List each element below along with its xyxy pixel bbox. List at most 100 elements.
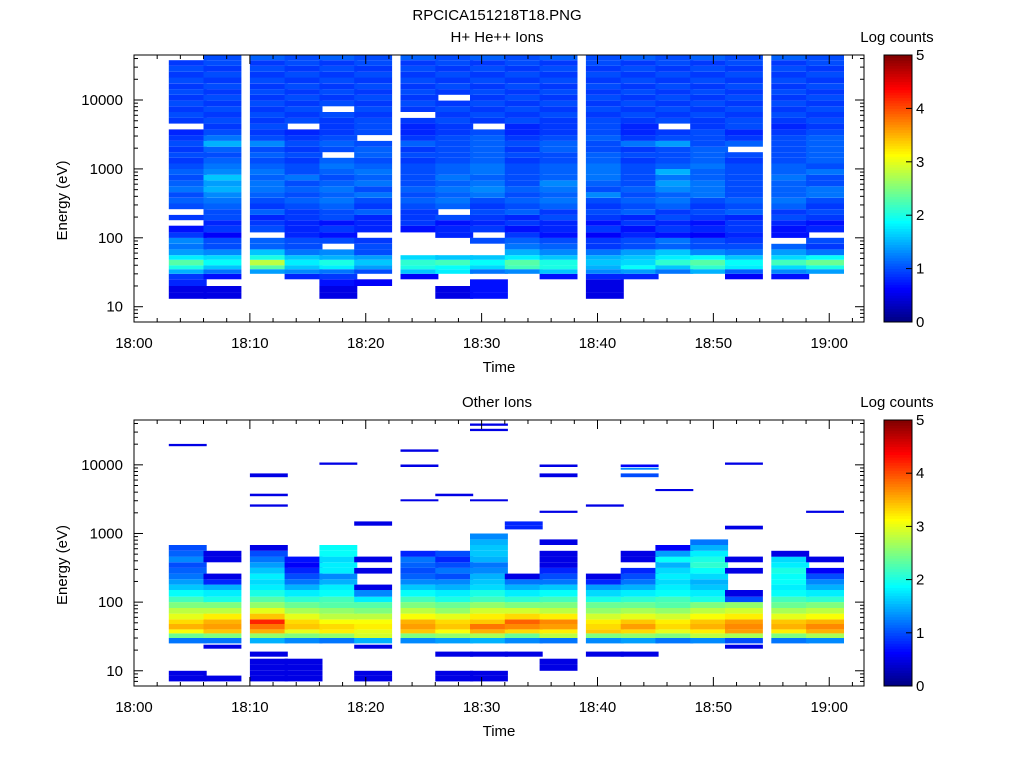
heatmap-cell (585, 579, 624, 585)
heatmap-cell (620, 55, 659, 61)
heatmap-cell (504, 237, 543, 244)
colorbar-segment (884, 84, 912, 88)
heatmap-cell (435, 265, 474, 270)
heatmap-cell (585, 157, 624, 164)
heatmap-cell (655, 71, 694, 78)
heatmap-cell (655, 89, 694, 95)
heatmap-cell (400, 66, 439, 72)
plot-frame (133, 419, 865, 687)
y-axis-label: Energy (eV) (54, 160, 71, 240)
heatmap-cell (620, 140, 659, 147)
colorbar-segment (884, 257, 912, 261)
heatmap-cell (249, 135, 288, 141)
heatmap-cell (354, 197, 393, 204)
heatmap-cell (539, 66, 578, 72)
heatmap-cell (504, 596, 543, 603)
heatmap-cell (620, 556, 659, 563)
heatmap-cell (470, 129, 508, 136)
heatmap-cell (690, 243, 729, 250)
heatmap-cell (470, 255, 508, 260)
heatmap-cell (203, 292, 242, 299)
heatmap-cell (725, 214, 763, 221)
heatmap-cell (168, 180, 207, 187)
heatmap-cell (539, 106, 578, 112)
heatmap-cell (539, 249, 578, 256)
heatmap-cell (284, 214, 323, 221)
heatmap-cell (725, 619, 763, 624)
colorbar-segment (884, 151, 912, 155)
heatmap-cell (771, 624, 810, 630)
heatmap-cell (319, 71, 358, 78)
heatmap-cell (655, 243, 694, 250)
heatmap-cell (620, 273, 659, 280)
heatmap-cell (725, 157, 763, 164)
heatmap-cell (203, 255, 242, 260)
heatmap-cell (771, 596, 810, 603)
heatmap-cell (284, 146, 323, 153)
heatmap-cell (655, 197, 694, 204)
heatmap-cell (354, 602, 393, 608)
heatmap-cell (435, 220, 474, 226)
heatmap-cell (655, 106, 694, 112)
colorbar-tick-label: 0 (916, 678, 924, 695)
heatmap-cell (504, 521, 543, 526)
colorbar-segment (884, 100, 912, 104)
colorbar-segment (884, 297, 912, 302)
heatmap-cell (319, 269, 358, 274)
heatmap-cell (539, 556, 578, 563)
heatmap-cell (539, 123, 578, 130)
heatmap-cell (725, 269, 763, 274)
heatmap-cell (435, 292, 474, 299)
heatmap-cell (168, 60, 207, 66)
colorbar-segment (884, 252, 912, 256)
heatmap-cell (585, 259, 624, 266)
heatmap-cell (168, 633, 207, 638)
heatmap-cell (620, 608, 659, 614)
heatmap-cell (585, 504, 624, 507)
colorbar-segment (884, 630, 912, 634)
heatmap-cell (354, 186, 393, 193)
colorbar-tick-label: 3 (916, 518, 924, 535)
heatmap-cell (504, 94, 543, 101)
colorbar-segment (884, 103, 912, 107)
heatmap-cell (539, 273, 578, 280)
heatmap-cell (620, 163, 659, 169)
x-axis-label: Time (483, 359, 516, 376)
heatmap-cell (284, 106, 323, 112)
heatmap-cell (620, 596, 659, 603)
heatmap-cell (585, 168, 624, 175)
colorbar-segment (884, 71, 912, 75)
heatmap-cell (470, 66, 508, 72)
colorbar-segment (884, 587, 912, 591)
heatmap-cell (806, 269, 844, 274)
colorbar-segment (884, 287, 912, 291)
heatmap-cell (585, 123, 624, 130)
heatmap-cell (470, 152, 508, 158)
heatmap-cell (284, 255, 323, 260)
heatmap-cell (470, 186, 508, 193)
colorbar-segment (884, 313, 912, 318)
heatmap-cell (249, 146, 288, 153)
heatmap-cell (620, 269, 659, 274)
heatmap-cell (249, 174, 288, 181)
colorbar-segment (884, 662, 912, 666)
heatmap-cell (504, 265, 543, 270)
heatmap-cell (168, 225, 207, 233)
heatmap-cell (435, 259, 474, 266)
heatmap-cell (690, 60, 729, 66)
heatmap-cell (806, 567, 844, 574)
heatmap-cell (806, 94, 844, 101)
heatmap-cell (690, 259, 729, 266)
colorbar-segment (884, 76, 912, 80)
heatmap-cell (771, 192, 810, 198)
heatmap-cell (771, 163, 810, 169)
heatmap-cell (655, 146, 694, 153)
heatmap-cell (249, 214, 288, 221)
heatmap-cell (620, 464, 659, 467)
heatmap-cell (319, 203, 358, 210)
heatmap-cell (539, 602, 578, 608)
colorbar-segment (884, 560, 912, 565)
heatmap-cell (168, 163, 207, 169)
heatmap-cell (470, 619, 508, 624)
heatmap-cell (400, 259, 439, 266)
